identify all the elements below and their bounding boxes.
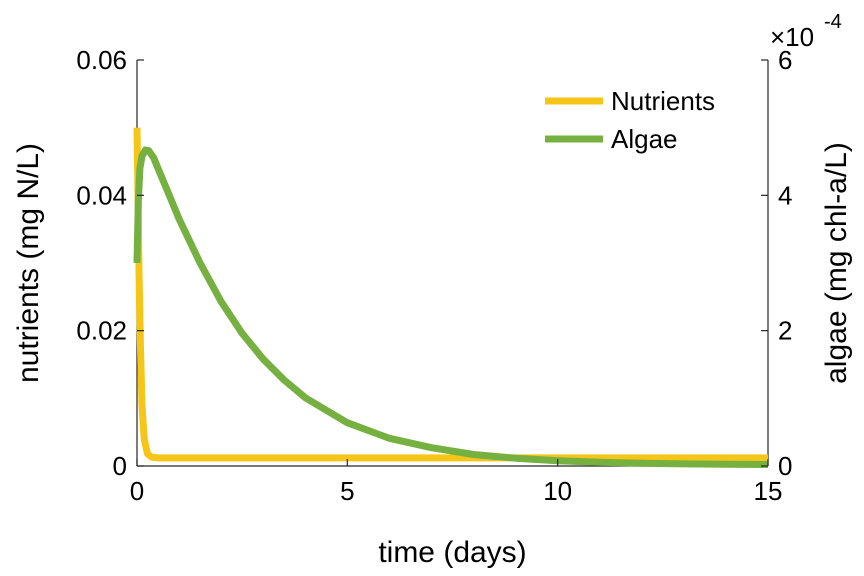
exponent-power: -4 [824,11,842,33]
right-axis-exponent: ×10 -4 [770,11,842,52]
y-left-tick-label: 0.02 [76,316,127,346]
y-right-tick-label: 6 [778,45,792,75]
axes [136,60,769,467]
series-line-nutrients [133,127,768,462]
x-axis-label: time (days) [378,536,526,569]
y-right-tick-label: 0 [778,451,792,481]
x-tick-label: 5 [340,476,354,506]
x-tick-label: 15 [754,476,783,506]
y-axis-right-label: algae (mg chl-a/L) [820,142,853,384]
y-left-tick-label: 0.06 [76,45,127,75]
legend-label-algae: Algae [611,124,678,154]
y-left-tick-label: 0 [113,451,127,481]
legend: Nutrients Algae [545,86,715,154]
series-lines [133,127,769,468]
exponent-base: ×10 [770,22,814,52]
y-right-tick-label: 4 [778,180,792,210]
y-left-tick-label: 0.04 [76,180,127,210]
x-tick-label: 10 [543,476,572,506]
y-axis-left-label: nutrients (mg N/L) [12,143,45,383]
x-tick-label: 0 [130,476,144,506]
legend-label-nutrients: Nutrients [611,86,715,116]
series-line-algae [133,146,769,468]
y-right-tick-label: 2 [778,316,792,346]
